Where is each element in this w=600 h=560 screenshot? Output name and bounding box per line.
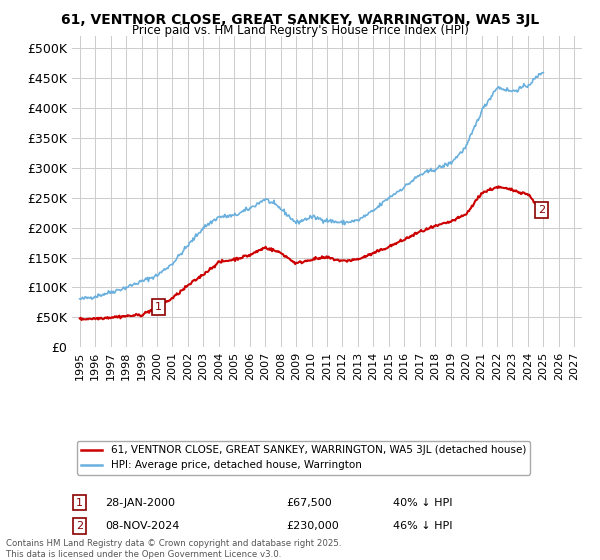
Text: £230,000: £230,000 xyxy=(286,521,339,531)
Legend: 61, VENTNOR CLOSE, GREAT SANKEY, WARRINGTON, WA5 3JL (detached house), HPI: Aver: 61, VENTNOR CLOSE, GREAT SANKEY, WARRING… xyxy=(77,441,530,474)
Text: 2: 2 xyxy=(76,521,83,531)
Text: 46% ↓ HPI: 46% ↓ HPI xyxy=(394,521,453,531)
Text: 40% ↓ HPI: 40% ↓ HPI xyxy=(394,498,453,507)
Text: 1: 1 xyxy=(76,498,83,507)
Text: Contains HM Land Registry data © Crown copyright and database right 2025.
This d: Contains HM Land Registry data © Crown c… xyxy=(6,539,341,559)
Text: 28-JAN-2000: 28-JAN-2000 xyxy=(105,498,175,507)
Text: 2: 2 xyxy=(538,205,545,214)
Text: 08-NOV-2024: 08-NOV-2024 xyxy=(105,521,179,531)
Text: Price paid vs. HM Land Registry's House Price Index (HPI): Price paid vs. HM Land Registry's House … xyxy=(131,24,469,37)
Text: £67,500: £67,500 xyxy=(286,498,332,507)
Text: 1: 1 xyxy=(155,302,162,312)
Text: 61, VENTNOR CLOSE, GREAT SANKEY, WARRINGTON, WA5 3JL: 61, VENTNOR CLOSE, GREAT SANKEY, WARRING… xyxy=(61,13,539,27)
